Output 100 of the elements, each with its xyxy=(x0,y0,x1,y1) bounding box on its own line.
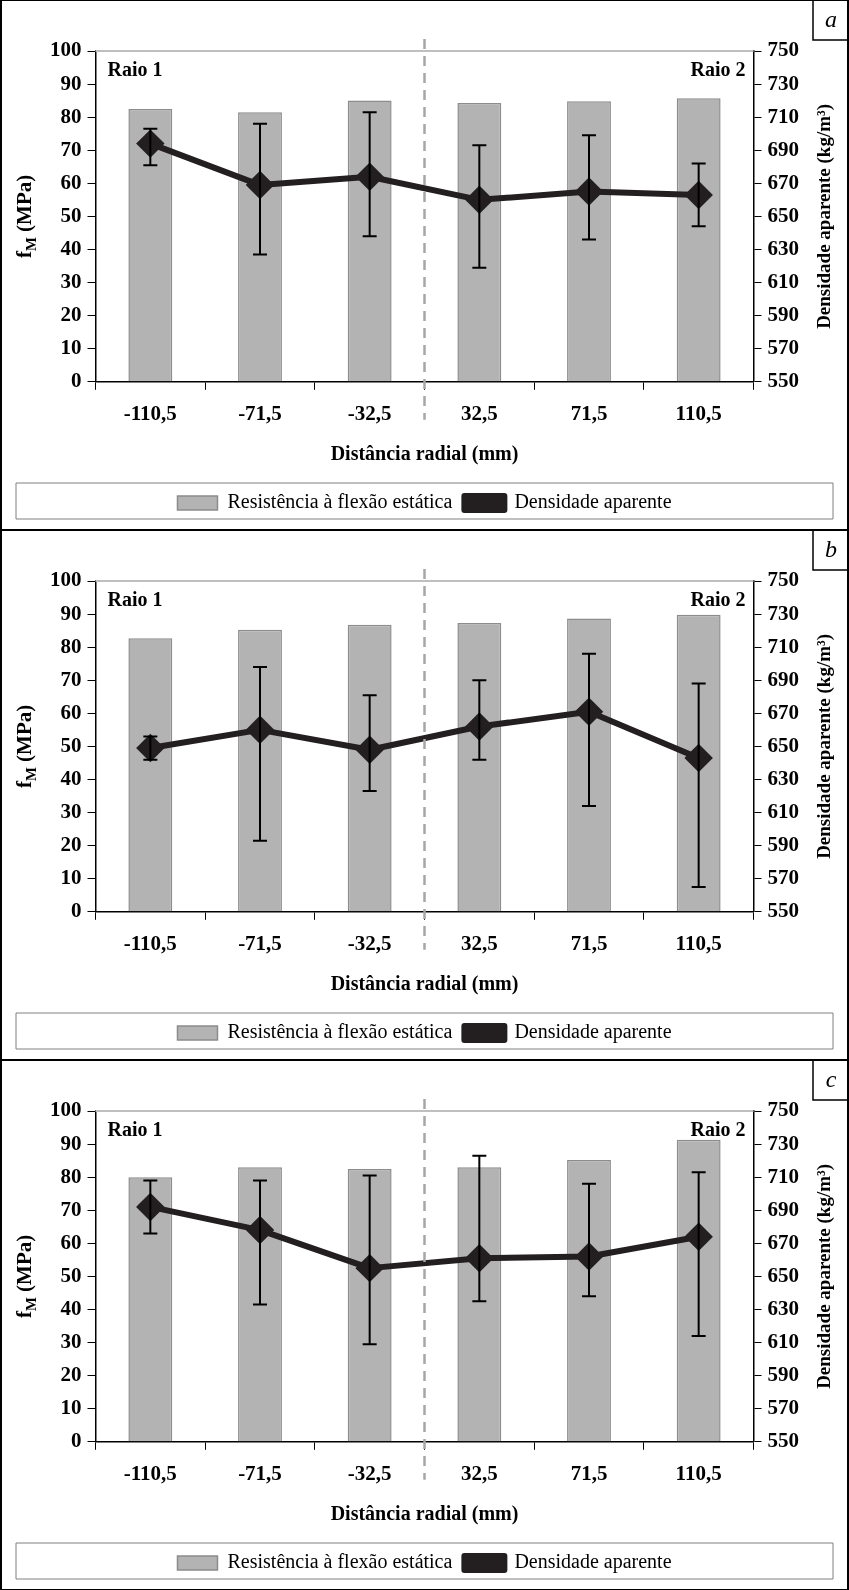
annotation: Raio 1 xyxy=(107,1118,163,1141)
y-tick-label: 30 xyxy=(60,798,82,823)
y2-tick-label: 650 xyxy=(767,732,799,757)
y-tick-label: 10 xyxy=(60,335,82,360)
y-tick-label: 60 xyxy=(60,699,82,724)
y-tick-label: 0 xyxy=(71,898,82,923)
y-tick-label: 0 xyxy=(71,1428,82,1453)
legend-label: Resistência à flexão estática xyxy=(227,490,453,513)
y2-tick-label: 750 xyxy=(767,567,799,592)
x-tick-label: 110,5 xyxy=(675,1460,722,1485)
y2-tick-label: 650 xyxy=(767,1262,799,1287)
y-tick-label: 70 xyxy=(60,136,82,161)
y-tick-label: 60 xyxy=(60,169,82,194)
x-tick-label: 71,5 xyxy=(570,1460,608,1485)
y2-axis-title: Densidade aparente (kg/m³) xyxy=(812,633,835,859)
y-tick-label: 100 xyxy=(50,37,82,62)
x-tick-label: 71,5 xyxy=(570,400,608,425)
y2-tick-label: 730 xyxy=(767,70,799,95)
y2-tick-label: 630 xyxy=(767,1295,799,1320)
y2-tick-label: 570 xyxy=(767,865,799,890)
y-axis-title: fM (MPa) xyxy=(12,704,40,789)
y-tick-label: 20 xyxy=(60,302,82,327)
y-tick-label: 50 xyxy=(60,1262,82,1287)
y-tick-label: 100 xyxy=(50,567,82,592)
y2-tick-label: 570 xyxy=(767,1395,799,1420)
x-tick-label: -71,5 xyxy=(238,930,282,955)
y-tick-label: 50 xyxy=(60,732,82,757)
y2-tick-label: 590 xyxy=(767,1362,799,1387)
y-tick-label: 40 xyxy=(60,765,82,790)
y2-tick-label: 670 xyxy=(767,169,799,194)
y2-tick-label: 590 xyxy=(767,832,799,857)
text: b xyxy=(825,536,837,563)
x-tick-label: 32,5 xyxy=(460,1460,498,1485)
y-tick-label: 10 xyxy=(60,865,82,890)
y2-axis-title: Densidade aparente (kg/m³) xyxy=(812,1163,835,1389)
y-tick-label: 90 xyxy=(60,70,82,95)
y-tick-label: 0 xyxy=(71,368,82,393)
y-tick-label: 30 xyxy=(60,1328,82,1353)
x-axis-title: Distância radial (mm) xyxy=(330,442,519,466)
y2-tick-label: 690 xyxy=(767,1196,799,1221)
y-tick-label: 80 xyxy=(60,103,82,128)
y2-tick-label: 550 xyxy=(767,368,799,393)
y-tick-label: 70 xyxy=(60,1196,82,1221)
y2-tick-label: 550 xyxy=(767,898,799,923)
y2-tick-label: 550 xyxy=(767,1428,799,1453)
x-tick-label: 71,5 xyxy=(570,930,608,955)
y-tick-label: 90 xyxy=(60,1130,82,1155)
y-tick-label: 40 xyxy=(60,1295,82,1320)
y2-tick-label: 730 xyxy=(767,600,799,625)
y-tick-label: 40 xyxy=(60,235,82,260)
legend-label: Resistência à flexão estática xyxy=(227,1550,453,1573)
x-tick-label: -71,5 xyxy=(238,400,282,425)
y-tick-label: 80 xyxy=(60,1163,82,1188)
y-axis-title: fM (MPa) xyxy=(12,174,40,259)
annotation: Raio 2 xyxy=(690,588,746,611)
annotation: Raio 2 xyxy=(690,58,746,81)
x-tick-label: 32,5 xyxy=(460,400,498,425)
y-tick-label: 90 xyxy=(60,600,82,625)
y-tick-label: 100 xyxy=(50,1097,82,1122)
legend-label: Resistência à flexão estática xyxy=(227,1020,453,1043)
y2-tick-label: 630 xyxy=(767,235,799,260)
y-tick-label: 80 xyxy=(60,633,82,658)
y-axis-title: fM (MPa) xyxy=(12,1234,40,1319)
x-tick-label: 110,5 xyxy=(675,930,722,955)
y2-tick-label: 710 xyxy=(767,1163,799,1188)
y-tick-label: 60 xyxy=(60,1229,82,1254)
y2-axis-title: Densidade aparente (kg/m³) xyxy=(812,103,835,329)
x-tick-label: -32,5 xyxy=(347,400,392,425)
x-tick-label: -110,5 xyxy=(123,400,177,425)
y2-tick-label: 650 xyxy=(767,202,799,227)
y-tick-label: 10 xyxy=(60,1395,82,1420)
y-tick-label: 20 xyxy=(60,1362,82,1387)
y2-tick-label: 590 xyxy=(767,302,799,327)
y2-tick-label: 610 xyxy=(767,268,799,293)
y-tick-label: 70 xyxy=(60,666,82,691)
y2-tick-label: 670 xyxy=(767,1229,799,1254)
y2-tick-label: 730 xyxy=(767,1130,799,1155)
y2-tick-label: 710 xyxy=(767,633,799,658)
y2-tick-label: 690 xyxy=(767,666,799,691)
y2-tick-label: 750 xyxy=(767,1097,799,1122)
y2-tick-label: 610 xyxy=(767,1328,799,1353)
legend-label: Densidade aparente xyxy=(514,1020,672,1044)
y-tick-label: 50 xyxy=(60,202,82,227)
y2-tick-label: 630 xyxy=(767,765,799,790)
x-tick-label: -110,5 xyxy=(123,930,177,955)
text: c xyxy=(825,1066,837,1093)
x-tick-label: -71,5 xyxy=(238,1460,282,1485)
y2-tick-label: 610 xyxy=(767,798,799,823)
annotation: Raio 2 xyxy=(690,1118,746,1141)
y2-tick-label: 570 xyxy=(767,335,799,360)
y-tick-label: 30 xyxy=(60,268,82,293)
y2-tick-label: 670 xyxy=(767,699,799,724)
y2-tick-label: 690 xyxy=(767,136,799,161)
text: a xyxy=(825,6,837,33)
x-axis-title: Distância radial (mm) xyxy=(330,972,519,996)
legend-label: Densidade aparente xyxy=(514,490,672,514)
annotation: Raio 1 xyxy=(107,58,163,81)
legend-label: Densidade aparente xyxy=(514,1550,672,1574)
x-tick-label: 32,5 xyxy=(460,930,498,955)
annotation: Raio 1 xyxy=(107,588,163,611)
